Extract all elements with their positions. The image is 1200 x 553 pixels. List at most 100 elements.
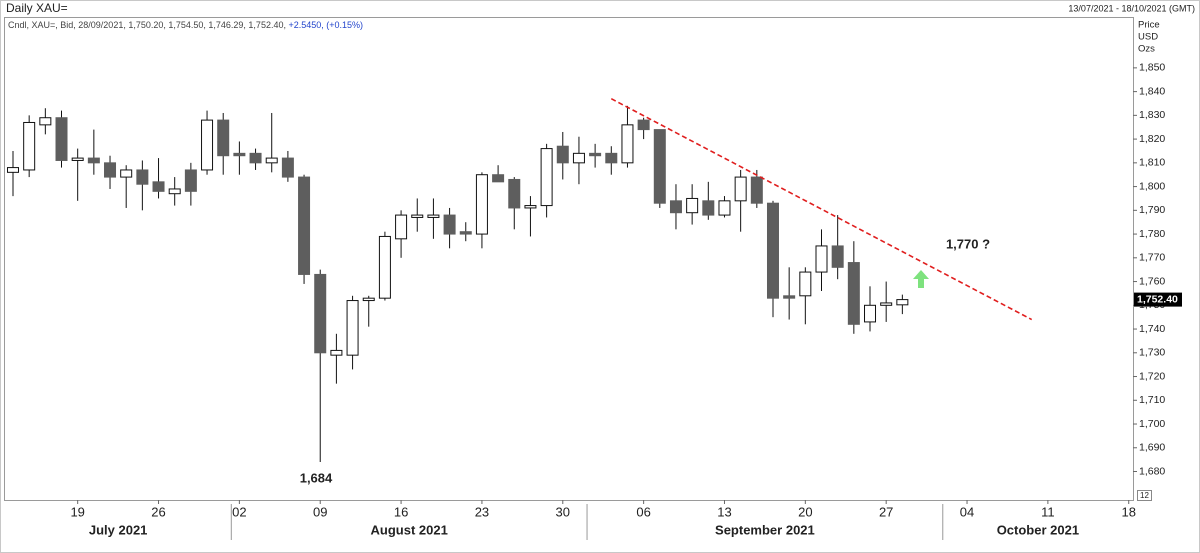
candle-body	[815, 245, 828, 273]
x-tick-label: 30	[556, 504, 570, 519]
corner-label: 12	[1140, 491, 1149, 500]
x-tick-label: 13	[717, 504, 731, 519]
y-axis-label: Ozs	[1138, 44, 1155, 55]
x-tick-label: 16	[394, 504, 408, 519]
candle-body	[864, 304, 877, 323]
month-label: September 2021	[715, 522, 815, 537]
candle-body	[896, 299, 909, 306]
annotation: 1,684	[300, 470, 333, 485]
y-tick-label: 1,770	[1139, 252, 1165, 264]
month-label: August 2021	[371, 522, 448, 537]
candle-body	[395, 214, 408, 240]
candle-body	[799, 271, 812, 297]
y-tick-label: 1,810	[1139, 157, 1165, 169]
candle-body	[556, 145, 569, 164]
x-tick-label: 20	[798, 504, 812, 519]
trend-line	[610, 98, 1033, 321]
info-text: Cndl, XAU=, Bid, 28/09/2021, 1,750.20, 1…	[8, 20, 286, 30]
up-arrow	[913, 270, 929, 288]
candle-body	[524, 205, 537, 209]
x-tick-label: 09	[313, 504, 327, 519]
y-tick-label: 1,710	[1139, 394, 1165, 406]
candle-body	[443, 214, 456, 235]
candle-body	[702, 200, 715, 216]
plot-frame	[4, 17, 1134, 501]
candle-body	[136, 169, 149, 185]
month-label: October 2021	[997, 522, 1079, 537]
last-price-label: 1,752.40	[1137, 293, 1178, 305]
y-tick-label: 1,690	[1139, 442, 1165, 454]
y-tick-label: 1,820	[1139, 133, 1165, 145]
candle-body	[669, 200, 682, 214]
candle-body	[71, 157, 84, 161]
candle-body	[653, 129, 666, 204]
info-change: +2.5450, (+0.15%)	[288, 20, 363, 30]
candle-body	[152, 181, 165, 192]
candle-body	[314, 273, 327, 354]
candle-body	[750, 176, 763, 204]
y-tick-label: 1,730	[1139, 347, 1165, 359]
candle-body	[120, 169, 133, 178]
candle-body	[831, 245, 844, 268]
month-label: July 2021	[89, 522, 148, 537]
candle-body	[217, 119, 230, 157]
candle-body	[23, 121, 36, 171]
candle-body	[880, 302, 893, 306]
candle-body	[783, 295, 796, 299]
candle-body	[265, 157, 278, 164]
y-tick-label: 1,850	[1139, 62, 1165, 74]
corner-box	[1137, 490, 1152, 501]
candle-body	[39, 117, 52, 126]
candle-body	[637, 119, 650, 131]
y-tick-label: 1,840	[1139, 85, 1165, 97]
candle-body	[475, 174, 488, 235]
chart-title: Daily XAU=	[6, 1, 68, 15]
y-tick-label: 1,780	[1139, 228, 1165, 240]
y-tick-label: 1,700	[1139, 418, 1165, 430]
candle-body	[281, 157, 294, 178]
x-tick-label: 27	[879, 504, 893, 519]
candle-body	[766, 202, 779, 299]
y-tick-label: 1,720	[1139, 370, 1165, 382]
candle-body	[378, 235, 391, 299]
candle-body	[55, 117, 68, 161]
x-tick-label: 18	[1121, 504, 1135, 519]
candle-body	[362, 297, 375, 302]
x-tick-label: 06	[636, 504, 650, 519]
x-tick-label: 02	[232, 504, 246, 519]
x-tick-label: 19	[70, 504, 84, 519]
x-tick-label: 23	[475, 504, 489, 519]
candle-body	[540, 148, 553, 207]
candle-body	[427, 214, 440, 218]
candle-body	[621, 124, 634, 164]
candle-body	[686, 197, 699, 214]
candle-body	[847, 262, 860, 325]
candle-body	[459, 231, 472, 235]
candle-body	[411, 214, 424, 218]
y-tick-label: 1,790	[1139, 204, 1165, 216]
candle-body	[104, 162, 117, 178]
candle-body	[298, 176, 311, 275]
candle-body	[7, 167, 19, 173]
y-tick-label: 1,740	[1139, 323, 1165, 335]
y-axis-label: Price	[1138, 20, 1160, 31]
info-line: Cndl, XAU=, Bid, 28/09/2021, 1,750.20, 1…	[8, 20, 363, 30]
y-tick-label: 1,800	[1139, 180, 1165, 192]
candle-body	[572, 152, 585, 164]
candle-body	[508, 178, 521, 209]
candle-body	[589, 152, 602, 157]
date-range: 13/07/2021 - 18/10/2021 (GMT)	[1068, 3, 1195, 13]
y-axis-label: USD	[1138, 32, 1158, 43]
candle-body	[87, 157, 100, 164]
candle-body	[233, 152, 246, 157]
last-price-box	[1134, 292, 1182, 307]
y-tick-label: 1,760	[1139, 275, 1165, 287]
y-tick-label: 1,680	[1139, 465, 1165, 477]
x-tick-label: 26	[151, 504, 165, 519]
candle-body	[605, 152, 618, 164]
candle-body	[201, 119, 214, 171]
y-tick-label: 1,830	[1139, 109, 1165, 121]
